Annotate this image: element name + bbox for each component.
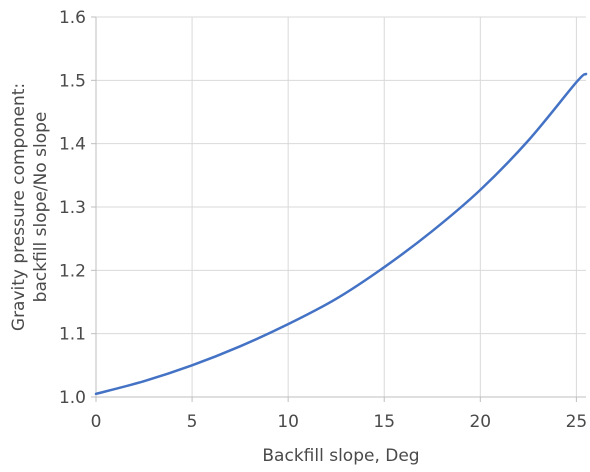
series-layer [94, 72, 588, 396]
series-line [94, 72, 588, 396]
y-axis-label-line2: backfill slope/No slope [31, 112, 51, 303]
y-tick-label: 1.2 [59, 261, 86, 281]
axes [91, 16, 586, 402]
x-tick-label: 0 [91, 412, 102, 432]
x-tick-label: 15 [373, 412, 395, 432]
x-tick-label: 5 [187, 412, 198, 432]
y-tick-label: 1.4 [59, 135, 86, 155]
x-tick-label: 10 [277, 412, 299, 432]
grid [96, 16, 586, 397]
y-tick-label: 1.3 [59, 198, 86, 218]
y-tick-label: 1.0 [59, 388, 86, 408]
y-tick-label: 1.1 [59, 325, 86, 345]
y-tick-label: 1.5 [59, 71, 86, 91]
x-tick-label: 25 [566, 412, 588, 432]
labels: Backfill slope, Deg Gravity pressure com… [9, 8, 587, 466]
x-tick-label: 20 [469, 412, 491, 432]
y-tick-label: 1.6 [59, 8, 86, 28]
y-axis-label-line1: Gravity pressure component: [9, 83, 29, 331]
x-axis-label: Backfill slope, Deg [262, 446, 419, 466]
